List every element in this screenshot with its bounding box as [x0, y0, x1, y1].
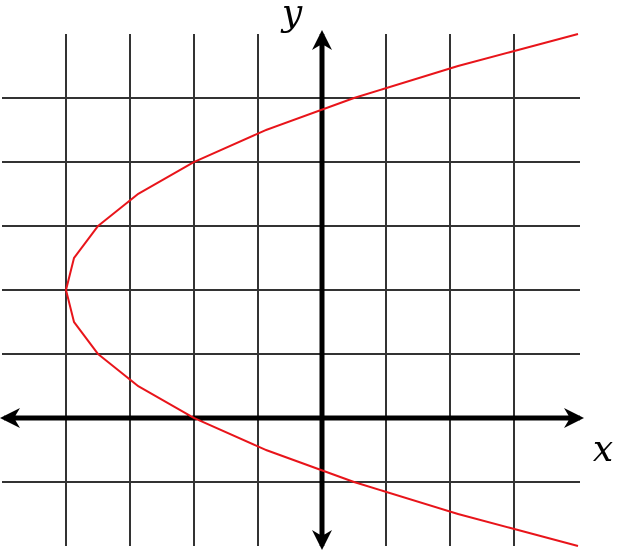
curve [65, 33, 579, 547]
y-axis-label: y [280, 0, 303, 34]
grid [2, 34, 580, 546]
x-axis-label: x [593, 429, 613, 470]
